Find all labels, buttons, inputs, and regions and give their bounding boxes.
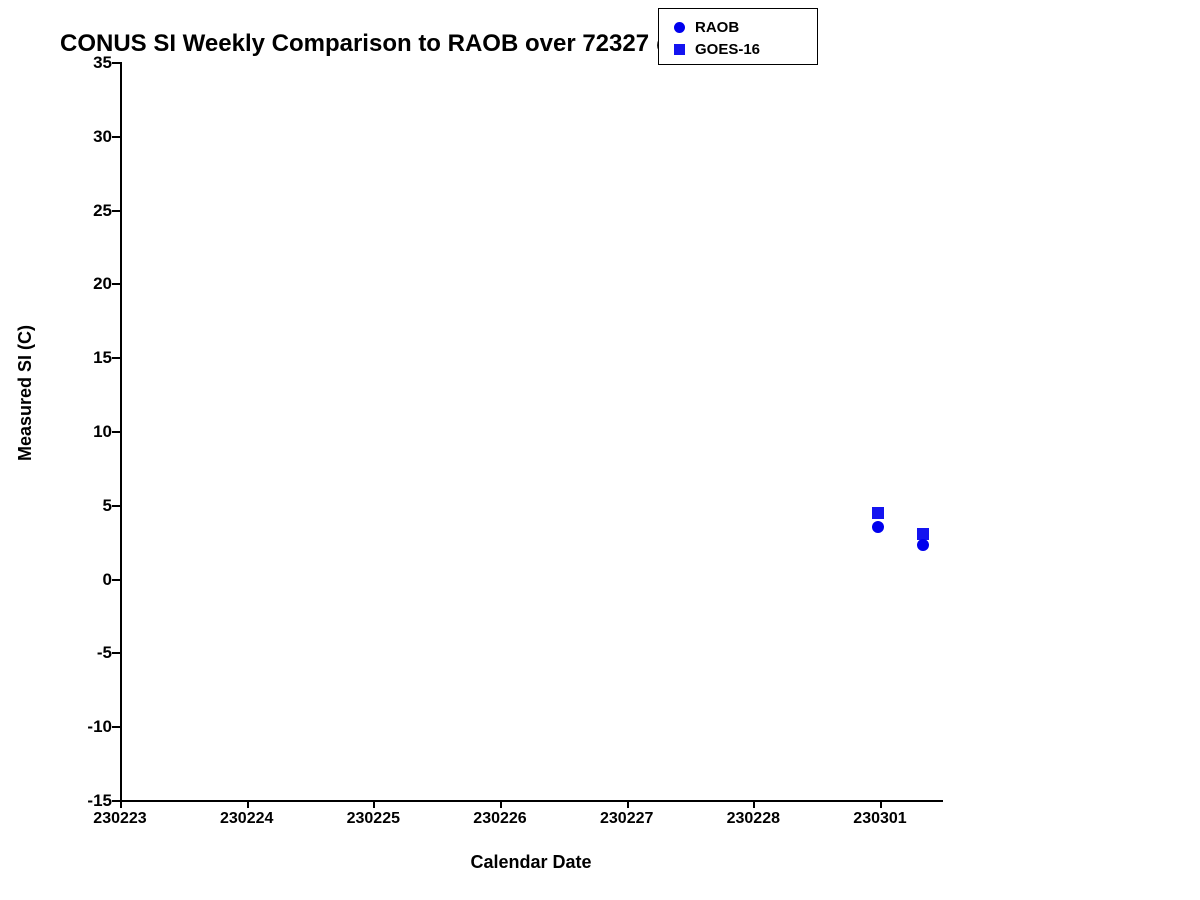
y-axis-title: Measured SI (C) — [15, 441, 35, 461]
x-axis-title: Calendar Date — [470, 852, 591, 873]
data-point-raob-1[interactable] — [872, 521, 884, 533]
y-tick — [112, 136, 120, 138]
y-tick-label: 15 — [72, 348, 112, 368]
legend-marker-goes16 — [674, 44, 685, 55]
y-tick — [112, 62, 120, 64]
x-tick-label: 230228 — [727, 810, 780, 828]
x-tick — [373, 800, 375, 808]
y-tick-label: -10 — [72, 717, 112, 737]
legend-label-goes16: GOES-16 — [695, 41, 760, 58]
y-tick — [112, 726, 120, 728]
y-tick-label: 10 — [72, 422, 112, 442]
x-tick — [627, 800, 629, 808]
plot-area: 35 30 25 20 15 10 5 0 -5 -10 -15 Measure… — [120, 62, 943, 800]
x-tick-label: 230301 — [853, 810, 906, 828]
y-tick — [112, 283, 120, 285]
y-tick-label: 5 — [72, 496, 112, 516]
y-tick-label: 25 — [72, 201, 112, 221]
data-point-raob-2[interactable] — [917, 539, 929, 551]
y-tick — [112, 505, 120, 507]
legend-marker-raob — [674, 22, 685, 33]
x-tick-label: 230224 — [220, 810, 273, 828]
x-tick — [880, 800, 882, 808]
y-axis-line — [120, 62, 122, 800]
y-tick — [112, 800, 120, 802]
x-axis-line — [120, 800, 943, 802]
chart-container: CONUS SI Weekly Comparison to RAOB over … — [0, 0, 1200, 900]
x-tick-label: 230226 — [473, 810, 526, 828]
y-tick — [112, 579, 120, 581]
legend-box: RAOB GOES-16 — [658, 8, 818, 65]
y-tick-label: 30 — [72, 127, 112, 147]
data-point-goes16-1[interactable] — [872, 507, 884, 519]
x-tick-label: 230227 — [600, 810, 653, 828]
y-tick-label: 20 — [72, 274, 112, 294]
legend-row-raob: RAOB — [674, 17, 739, 37]
x-tick-label: 230225 — [347, 810, 400, 828]
y-tick — [112, 652, 120, 654]
y-tick-label: 35 — [72, 53, 112, 73]
x-tick-label: 230223 — [93, 810, 146, 828]
y-tick — [112, 210, 120, 212]
x-tick — [120, 800, 122, 808]
x-tick — [247, 800, 249, 808]
y-tick-label: -5 — [72, 643, 112, 663]
x-tick — [753, 800, 755, 808]
y-tick — [112, 431, 120, 433]
y-tick-label: -15 — [72, 791, 112, 811]
y-tick-label: 0 — [72, 570, 112, 590]
x-tick — [500, 800, 502, 808]
legend-label-raob: RAOB — [695, 19, 739, 36]
y-tick — [112, 357, 120, 359]
legend-row-goes16: GOES-16 — [674, 39, 760, 59]
